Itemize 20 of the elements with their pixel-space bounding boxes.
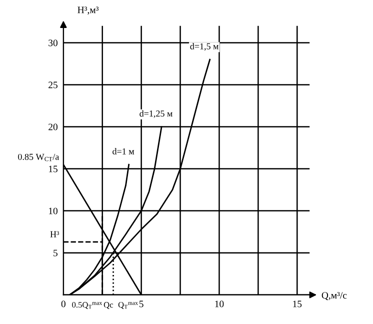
x-tick-label: 15 bbox=[293, 300, 302, 308]
annotation: Q$_{T}$$^{max}$ bbox=[118, 302, 138, 309]
x-tick-label: 0 bbox=[61, 300, 66, 308]
y-tick-label: 20 bbox=[48, 124, 58, 130]
y-tick-label: 15 bbox=[48, 166, 58, 172]
x-axis-title: Q,м³/с bbox=[322, 292, 347, 300]
series-label: d=1 м bbox=[112, 148, 134, 154]
y-tick-label: 30 bbox=[48, 40, 58, 46]
y-tick-label: 25 bbox=[48, 82, 58, 88]
y-tick-label: 10 bbox=[48, 208, 58, 214]
y-tick-label: 5 bbox=[54, 250, 58, 256]
annotation: 0.85 W$_{CT}$/a bbox=[18, 154, 60, 162]
x-tick-label: 5 bbox=[139, 300, 144, 308]
y-axis-title: H³,м³ bbox=[78, 6, 99, 15]
annotation: Qc bbox=[104, 302, 114, 309]
annotation: 0.5Q$_{T}$$^{max}$ bbox=[72, 302, 102, 309]
annotation: H³ bbox=[50, 231, 60, 238]
series-label: d=1,25 м bbox=[140, 110, 172, 118]
x-tick-label: 10 bbox=[215, 300, 224, 308]
series-label: d=1,5 м bbox=[190, 43, 219, 51]
